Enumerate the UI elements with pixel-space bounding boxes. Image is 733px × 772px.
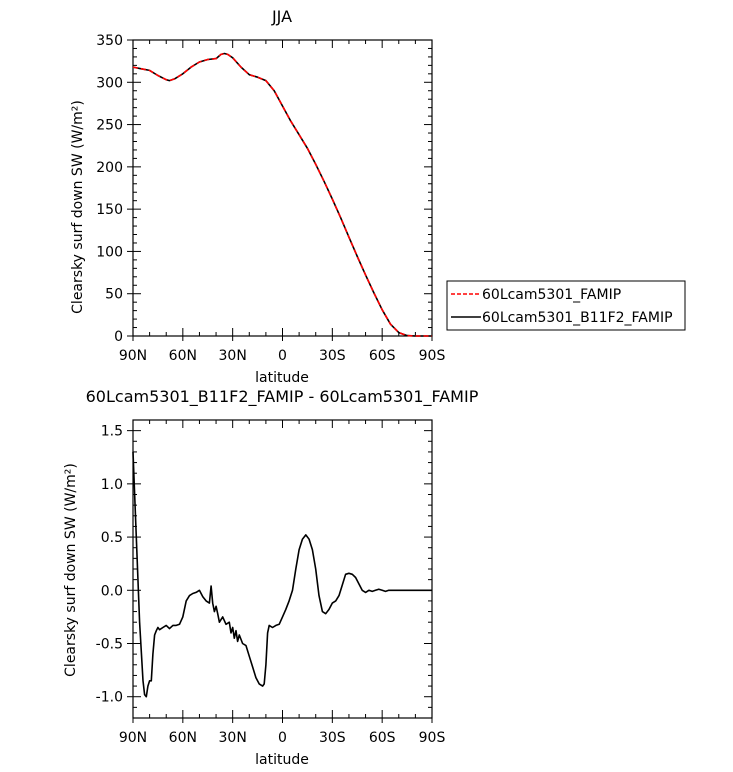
top-panel: 0 50 100 150 200 250 300 350 90N 60N 30N 0 30S 60S 90S (96, 33, 445, 364)
bottom-y-tick-label: 1.5 (101, 424, 123, 440)
bottom-x-tick-label: 90N (119, 730, 147, 746)
bottom-x-tick-label: 30N (219, 730, 247, 746)
bottom-y-tick-label: -0.5 (96, 637, 123, 653)
top-y-tick-label: 0 (114, 329, 123, 345)
top-x-tick-label: 90N (119, 348, 147, 364)
top-x-tick-label: 60N (169, 348, 197, 364)
top-y-tick-label: 50 (105, 287, 123, 303)
bottom-y-tick-label: 0.5 (101, 530, 123, 546)
top-y-tick-label: 150 (96, 202, 123, 218)
bottom-x-axis-label: latitude (255, 752, 309, 768)
top-plot-frame (132, 39, 433, 337)
top-x-tick-label: 30S (319, 348, 346, 364)
bottom-y-tick-label: -1.0 (96, 690, 123, 706)
top-x-tick-label: 90S (419, 348, 446, 364)
bottom-series-line-0 (132, 451, 432, 698)
top-chart-title: JJA (271, 7, 292, 26)
bottom-chart-title: 60Lcam5301_B11F2_FAMIP - 60Lcam5301_FAMI… (86, 387, 479, 407)
top-x-tick-label: 60S (369, 348, 396, 364)
legend-label-famip: 60Lcam5301_FAMIP (482, 287, 621, 303)
top-x-tick-label: 0 (278, 348, 287, 364)
top-x-axis-label: latitude (255, 370, 309, 386)
top-y-axis-label: Clearsky surf down SW (W/m²) (70, 100, 86, 314)
bottom-x-tick-label: 60N (169, 730, 197, 746)
bottom-plot-frame (132, 419, 433, 719)
top-y-tick-label: 200 (96, 160, 123, 176)
top-series-line-0 (132, 52, 432, 337)
top-legend: 60Lcam5301_FAMIP 60Lcam5301_B11F2_FAMIP (446, 280, 686, 331)
bottom-panel: -1.0 -0.5 0.0 0.5 1.0 1.5 90N 60N 30N 0 30S 60S 90S (96, 419, 446, 746)
bottom-y-axis-label: Clearsky surf down SW (W/m²) (63, 463, 79, 677)
top-y-tick-label: 250 (96, 118, 123, 134)
bottom-y-tick-label: 0.0 (101, 583, 123, 599)
top-series-line-1 (132, 52, 432, 337)
bottom-y-tick-label: 1.0 (101, 477, 123, 493)
bottom-x-tick-label: 30S (319, 730, 346, 746)
top-y-tick-label: 100 (96, 244, 123, 260)
top-x-tick-label: 30N (219, 348, 247, 364)
bottom-x-tick-label: 90S (419, 730, 446, 746)
bottom-x-tick-label: 0 (278, 730, 287, 746)
legend-label-b11f2-famip: 60Lcam5301_B11F2_FAMIP (482, 310, 673, 326)
top-y-tick-label: 350 (96, 33, 123, 49)
top-y-tick-label: 300 (96, 75, 123, 91)
bottom-x-tick-label: 60S (369, 730, 396, 746)
legend-frame (446, 280, 686, 331)
